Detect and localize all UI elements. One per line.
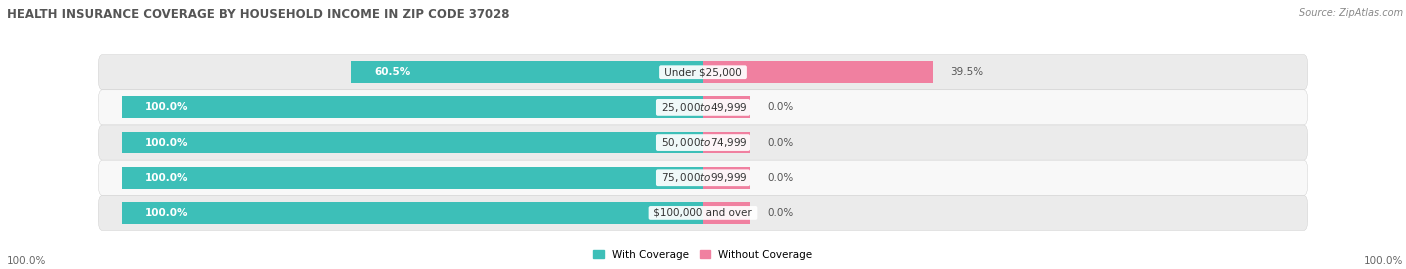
Bar (703, 167, 749, 189)
Text: 100.0%: 100.0% (145, 208, 188, 218)
Bar (122, 202, 703, 224)
Text: 100.0%: 100.0% (145, 102, 188, 112)
Text: 100.0%: 100.0% (145, 173, 188, 183)
FancyBboxPatch shape (98, 195, 1308, 231)
Bar (703, 132, 749, 154)
Text: 100.0%: 100.0% (7, 256, 46, 266)
Bar (703, 97, 749, 118)
Text: $50,000 to $74,999: $50,000 to $74,999 (658, 136, 748, 149)
FancyBboxPatch shape (98, 90, 1308, 125)
Text: $25,000 to $49,999: $25,000 to $49,999 (658, 101, 748, 114)
FancyBboxPatch shape (98, 160, 1308, 195)
FancyBboxPatch shape (98, 55, 1308, 90)
Bar (122, 167, 703, 189)
Text: 39.5%: 39.5% (950, 67, 983, 77)
Text: Source: ZipAtlas.com: Source: ZipAtlas.com (1299, 8, 1403, 18)
Legend: With Coverage, Without Coverage: With Coverage, Without Coverage (589, 245, 817, 264)
Bar (122, 132, 703, 154)
Text: 0.0%: 0.0% (766, 102, 793, 112)
Text: 100.0%: 100.0% (1364, 256, 1403, 266)
Text: $75,000 to $99,999: $75,000 to $99,999 (658, 171, 748, 184)
Text: 0.0%: 0.0% (766, 137, 793, 148)
Bar (703, 202, 749, 224)
Text: 0.0%: 0.0% (766, 173, 793, 183)
Text: $100,000 and over: $100,000 and over (651, 208, 755, 218)
Text: 0.0%: 0.0% (766, 208, 793, 218)
Text: 60.5%: 60.5% (374, 67, 411, 77)
Text: Under $25,000: Under $25,000 (661, 67, 745, 77)
Bar (703, 61, 932, 83)
Bar (352, 61, 703, 83)
Text: HEALTH INSURANCE COVERAGE BY HOUSEHOLD INCOME IN ZIP CODE 37028: HEALTH INSURANCE COVERAGE BY HOUSEHOLD I… (7, 8, 509, 21)
FancyBboxPatch shape (98, 125, 1308, 160)
Bar (122, 97, 703, 118)
Text: 100.0%: 100.0% (145, 137, 188, 148)
